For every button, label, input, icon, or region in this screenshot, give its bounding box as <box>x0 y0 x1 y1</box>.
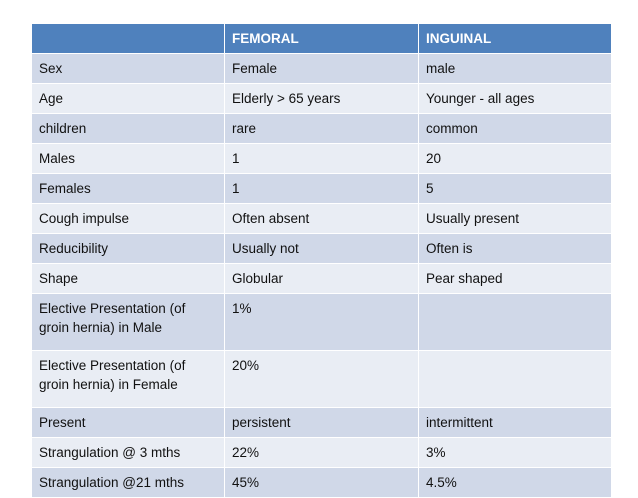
row-label: Present <box>31 407 225 438</box>
inguinal-cell <box>418 350 612 408</box>
table-row: Shape Globular Pear shaped <box>31 263 612 294</box>
table-row: Age Elderly > 65 years Younger - all age… <box>31 83 612 114</box>
comparison-table: FEMORAL INGUINAL Sex Female male Age Eld… <box>31 23 612 498</box>
table-row: Reducibility Usually not Often is <box>31 233 612 264</box>
femoral-cell: 22% <box>224 437 419 468</box>
table-row: Strangulation @ 3 mths 22% 3% <box>31 437 612 468</box>
table-row: children rare common <box>31 113 612 144</box>
row-label: Strangulation @21 mths <box>31 467 225 498</box>
row-label: Strangulation @ 3 mths <box>31 437 225 468</box>
row-label: Sex <box>31 53 225 84</box>
table-row: Sex Female male <box>31 53 612 84</box>
inguinal-cell: male <box>418 53 612 84</box>
inguinal-cell: Usually present <box>418 203 612 234</box>
femoral-cell: Usually not <box>224 233 419 264</box>
row-label: Elective Presentation (of groin hernia) … <box>31 350 225 408</box>
header-cell-inguinal: INGUINAL <box>418 23 612 54</box>
inguinal-cell: 20 <box>418 143 612 174</box>
femoral-cell: 1 <box>224 173 419 204</box>
table-row: Strangulation @21 mths 45% 4.5% <box>31 467 612 498</box>
femoral-cell: Often absent <box>224 203 419 234</box>
inguinal-cell: common <box>418 113 612 144</box>
femoral-cell: Female <box>224 53 419 84</box>
femoral-cell: Globular <box>224 263 419 294</box>
row-label: Elective Presentation (of groin hernia) … <box>31 293 225 351</box>
header-row: FEMORAL INGUINAL <box>31 23 612 54</box>
row-label: Females <box>31 173 225 204</box>
inguinal-cell: Often is <box>418 233 612 264</box>
femoral-cell: 1% <box>224 293 419 351</box>
inguinal-cell: Younger - all ages <box>418 83 612 114</box>
row-label: Reducibility <box>31 233 225 264</box>
femoral-cell: 45% <box>224 467 419 498</box>
femoral-cell: 20% <box>224 350 419 408</box>
row-label: Males <box>31 143 225 174</box>
row-label: Age <box>31 83 225 114</box>
slide: FEMORAL INGUINAL Sex Female male Age Eld… <box>31 23 612 498</box>
inguinal-cell: 5 <box>418 173 612 204</box>
table-row: Elective Presentation (of groin hernia) … <box>31 293 612 351</box>
table-row: Cough impulse Often absent Usually prese… <box>31 203 612 234</box>
inguinal-cell: 3% <box>418 437 612 468</box>
table-row: Females 1 5 <box>31 173 612 204</box>
header-cell-femoral: FEMORAL <box>224 23 419 54</box>
femoral-cell: Elderly > 65 years <box>224 83 419 114</box>
row-label: Shape <box>31 263 225 294</box>
femoral-cell: rare <box>224 113 419 144</box>
inguinal-cell: 4.5% <box>418 467 612 498</box>
table-row: Males 1 20 <box>31 143 612 174</box>
femoral-cell: persistent <box>224 407 419 438</box>
table-row: Elective Presentation (of groin hernia) … <box>31 350 612 408</box>
row-label: children <box>31 113 225 144</box>
inguinal-cell: Pear shaped <box>418 263 612 294</box>
inguinal-cell <box>418 293 612 351</box>
table-row: Present persistent intermittent <box>31 407 612 438</box>
header-cell-blank <box>31 23 225 54</box>
inguinal-cell: intermittent <box>418 407 612 438</box>
femoral-cell: 1 <box>224 143 419 174</box>
row-label: Cough impulse <box>31 203 225 234</box>
